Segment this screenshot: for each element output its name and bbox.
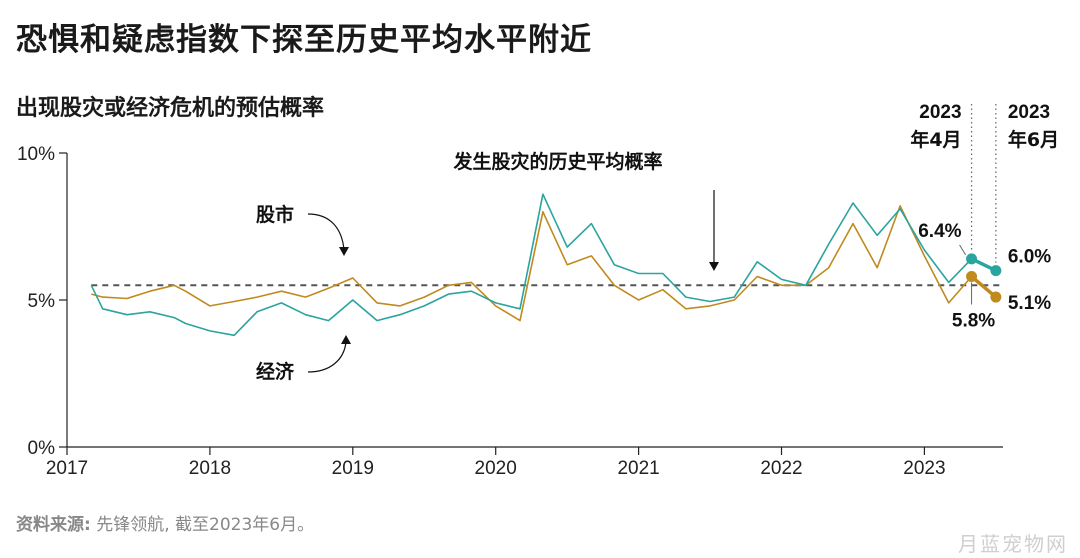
- chart-title: 恐惧和疑虑指数下探至历史平均水平附近: [16, 22, 592, 58]
- annotation-market: 股市: [256, 203, 294, 226]
- annotation-economy-arrow: [307, 341, 347, 373]
- x-tick-label: 2022: [760, 458, 802, 479]
- source-text: 先锋领航, 截至2023年6月。: [90, 515, 315, 535]
- series-line-market: [91, 205, 973, 322]
- annotations: 2023 年4月 2023 年6月 6.4% 6.0% 5.8% 5.1% 发生股灾的历史平均概…: [256, 102, 1059, 383]
- annotation-market-arrowhead: [339, 247, 349, 256]
- x-tick-label: 2017: [46, 458, 88, 479]
- end-label-market-apr: 5.8%: [952, 310, 995, 331]
- end-label-economy-jun: 6.0%: [1008, 247, 1051, 268]
- point-jun: [990, 291, 1002, 303]
- chart-subtitle: 出现股灾或经济危机的预估概率: [16, 96, 325, 121]
- x-tick-label: 2023: [903, 458, 945, 479]
- period-year-label: 2023: [919, 102, 961, 123]
- source-label: 资料来源:: [16, 515, 91, 535]
- x-tick-label: 2020: [475, 458, 517, 479]
- point-apr: [966, 270, 978, 282]
- period-month-label: 年4月: [910, 128, 961, 151]
- x-tick-label: 2019: [332, 458, 374, 479]
- series-lines: [90, 193, 1003, 337]
- annotation-economy: 经济: [256, 360, 295, 383]
- period-year-label: 2023: [1008, 102, 1050, 123]
- x-tick-label: 2018: [189, 458, 231, 479]
- y-tick-label: 0%: [28, 438, 56, 459]
- point-apr: [966, 253, 978, 265]
- point-jun: [990, 265, 1002, 277]
- end-label-economy-apr: 6.4%: [918, 221, 961, 242]
- leader-line: [959, 244, 966, 256]
- period-month-label: 年6月: [1008, 128, 1059, 151]
- source-note: 资料来源: 先锋领航, 截至2023年6月。: [16, 510, 314, 535]
- y-tick-label: 5%: [28, 291, 56, 312]
- annotation-economy-arrowhead: [341, 335, 351, 344]
- average-label: 发生股灾的历史平均概率: [452, 150, 662, 173]
- watermark: 月蓝宠物网: [958, 532, 1068, 556]
- series-line-economy: [90, 193, 973, 337]
- axes: 0% 5% 10% 2017 2018 2019 2020 2021 2022 2023: [17, 144, 1003, 479]
- annotation-market-arrow: [307, 213, 345, 251]
- end-label-market-jun: 5.1%: [1008, 293, 1051, 314]
- average-arrow-head: [709, 262, 719, 271]
- y-tick-label: 10%: [17, 144, 55, 165]
- x-tick-label: 2021: [617, 458, 659, 479]
